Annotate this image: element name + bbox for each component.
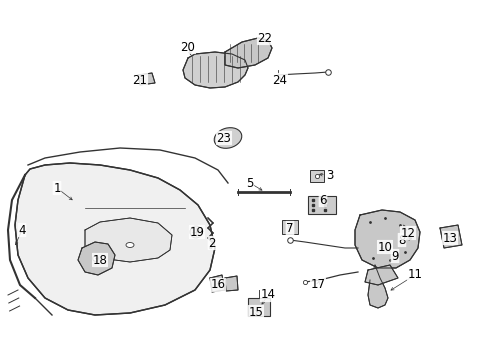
Text: 23: 23: [216, 131, 231, 144]
Text: 12: 12: [400, 226, 415, 239]
Polygon shape: [224, 38, 271, 68]
Text: 1: 1: [53, 181, 61, 194]
Text: 18: 18: [92, 253, 107, 266]
Polygon shape: [15, 163, 215, 315]
Polygon shape: [78, 242, 115, 275]
Text: 14: 14: [260, 288, 275, 302]
Ellipse shape: [126, 243, 134, 248]
Polygon shape: [85, 218, 172, 262]
Polygon shape: [138, 73, 155, 85]
Bar: [247, 298, 269, 316]
Text: 10: 10: [377, 240, 392, 253]
Text: 19: 19: [189, 225, 204, 239]
Polygon shape: [224, 276, 238, 291]
FancyBboxPatch shape: [309, 170, 324, 182]
Text: 16: 16: [210, 279, 225, 292]
Text: 15: 15: [248, 306, 263, 319]
Polygon shape: [209, 275, 224, 292]
Text: 6: 6: [319, 194, 326, 207]
Polygon shape: [364, 265, 397, 285]
Polygon shape: [183, 52, 247, 88]
Text: 13: 13: [442, 231, 456, 244]
Text: 9: 9: [390, 249, 398, 262]
Polygon shape: [439, 225, 461, 248]
Text: 3: 3: [325, 168, 333, 181]
Text: 5: 5: [246, 176, 253, 189]
Text: 20: 20: [180, 41, 195, 54]
Polygon shape: [367, 265, 387, 308]
Text: 7: 7: [285, 221, 293, 234]
Text: 2: 2: [208, 237, 215, 249]
Bar: [282, 220, 297, 234]
Text: 21: 21: [132, 73, 147, 86]
Text: 24: 24: [272, 73, 287, 86]
Text: 11: 11: [407, 269, 422, 282]
Text: 22: 22: [257, 32, 272, 45]
Polygon shape: [354, 210, 419, 268]
Text: 4: 4: [18, 224, 26, 237]
Ellipse shape: [214, 128, 241, 148]
Text: 17: 17: [310, 279, 325, 292]
Text: 8: 8: [398, 234, 405, 247]
Circle shape: [190, 226, 202, 238]
Bar: [307, 196, 335, 214]
